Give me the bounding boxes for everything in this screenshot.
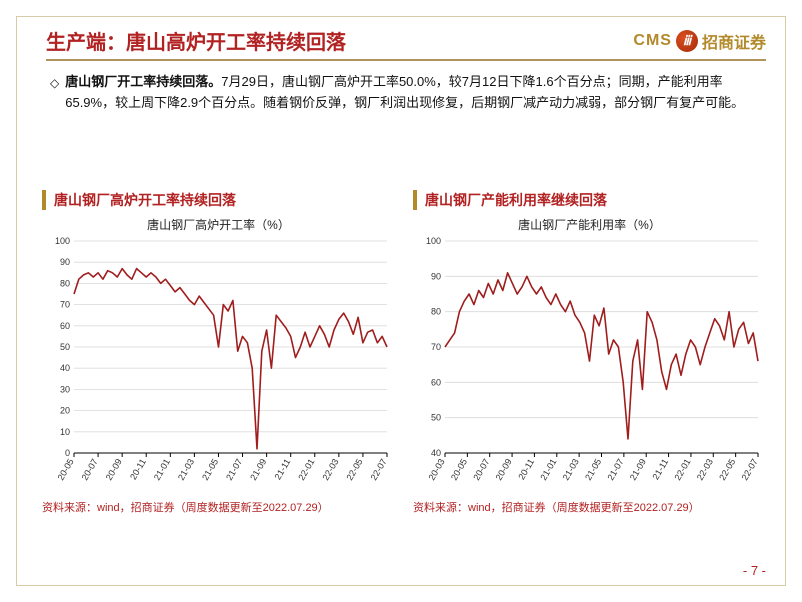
svg-text:22-05: 22-05 [717,457,737,482]
body-text: 唐山钢厂开工率持续回落。7月29日，唐山钢厂高炉开工率50.0%，较7月12日下… [65,72,762,114]
brand-logo: CMS ⅲ 招商证券 [633,29,766,53]
svg-text:100: 100 [55,236,70,246]
charts-row: 唐山钢厂高炉开工率持续回落 唐山钢厂高炉开工率（%） 0 10 20 30 40 50 60… [42,190,766,515]
chart-right-inner-title: 唐山钢厂产能利用率（%） [413,216,766,233]
svg-text:50: 50 [431,413,441,423]
svg-text:60: 60 [60,321,70,331]
page-title: 生产端：唐山高炉开工率持续回落 [46,26,346,55]
chart-left-source: 资料来源：wind，招商证券（周度数据更新至2022.07.29） [42,499,395,515]
svg-text:22-07: 22-07 [740,457,760,482]
chart-right-heading: 唐山钢厂产能利用率继续回落 [413,190,766,210]
chart-left-inner-title: 唐山钢厂高炉开工率（%） [42,216,395,233]
logo-circle-icon: ⅲ [676,30,698,52]
svg-text:20-07: 20-07 [471,457,491,482]
svg-text:80: 80 [60,278,70,288]
chart-right-col: 唐山钢厂产能利用率继续回落 唐山钢厂产能利用率（%） 40 50 60 70 80 90 1… [413,190,766,515]
svg-text:90: 90 [60,257,70,267]
svg-text:40: 40 [431,448,441,458]
svg-text:21-03: 21-03 [561,457,581,482]
svg-text:90: 90 [431,271,441,281]
svg-text:21-09: 21-09 [248,457,268,482]
brand-cn-name: 招商证券 [702,29,766,53]
svg-text:22-03: 22-03 [695,457,715,482]
header: 生产端：唐山高炉开工率持续回落 CMS ⅲ 招商证券 [46,26,766,61]
svg-text:60: 60 [431,377,441,387]
svg-text:10: 10 [60,427,70,437]
svg-text:21-03: 21-03 [176,457,196,482]
svg-text:80: 80 [431,307,441,317]
svg-text:100: 100 [426,236,441,246]
page-number: - 7 - [743,563,766,578]
svg-text:22-05: 22-05 [344,457,364,482]
svg-text:20-07: 20-07 [80,457,100,482]
svg-text:21-07: 21-07 [224,457,244,482]
svg-text:20-03: 20-03 [427,457,447,482]
chart-left-col: 唐山钢厂高炉开工率持续回落 唐山钢厂高炉开工率（%） 0 10 20 30 40 50 60… [42,190,395,515]
svg-text:20-11: 20-11 [128,457,148,481]
svg-text:21-01: 21-01 [538,457,558,482]
svg-text:30: 30 [60,384,70,394]
svg-text:70: 70 [431,342,441,352]
chart-left-heading: 唐山钢厂高炉开工率持续回落 [42,190,395,210]
svg-text:22-01: 22-01 [296,457,316,482]
svg-text:50: 50 [60,342,70,352]
svg-text:40: 40 [60,363,70,373]
chart-right-source: 资料来源：wind，招商证券（周度数据更新至2022.07.29） [413,499,766,515]
svg-text:0: 0 [65,448,70,458]
svg-text:20: 20 [60,406,70,416]
svg-text:20-09: 20-09 [494,457,514,482]
body-bold: 唐山钢厂开工率持续回落。 [65,74,221,89]
svg-text:21-09: 21-09 [628,457,648,482]
svg-text:20-05: 20-05 [56,457,76,482]
svg-text:21-05: 21-05 [583,457,603,482]
svg-text:21-11: 21-11 [273,457,293,481]
chart-left-svg: 0 10 20 30 40 50 60 70 80 90 100 20-0520-0720-0920-… [42,235,395,495]
svg-text:21-07: 21-07 [605,457,625,482]
cms-text: CMS [633,32,672,50]
svg-text:21-11: 21-11 [650,457,670,481]
body-paragraph: ◇ 唐山钢厂开工率持续回落。7月29日，唐山钢厂高炉开工率50.0%，较7月12… [50,72,762,114]
svg-text:21-05: 21-05 [200,457,220,482]
svg-text:20-09: 20-09 [104,457,124,482]
svg-text:20-11: 20-11 [516,457,536,481]
svg-text:22-01: 22-01 [672,457,692,482]
svg-text:70: 70 [60,300,70,310]
chart-right-svg: 40 50 60 70 80 90 100 20-0320-0520-0720-0920-11… [413,235,766,495]
svg-text:22-07: 22-07 [369,457,389,482]
svg-text:20-05: 20-05 [449,457,469,482]
svg-text:21-01: 21-01 [152,457,172,482]
svg-text:22-03: 22-03 [320,457,340,482]
bullet-icon: ◇ [50,72,59,114]
